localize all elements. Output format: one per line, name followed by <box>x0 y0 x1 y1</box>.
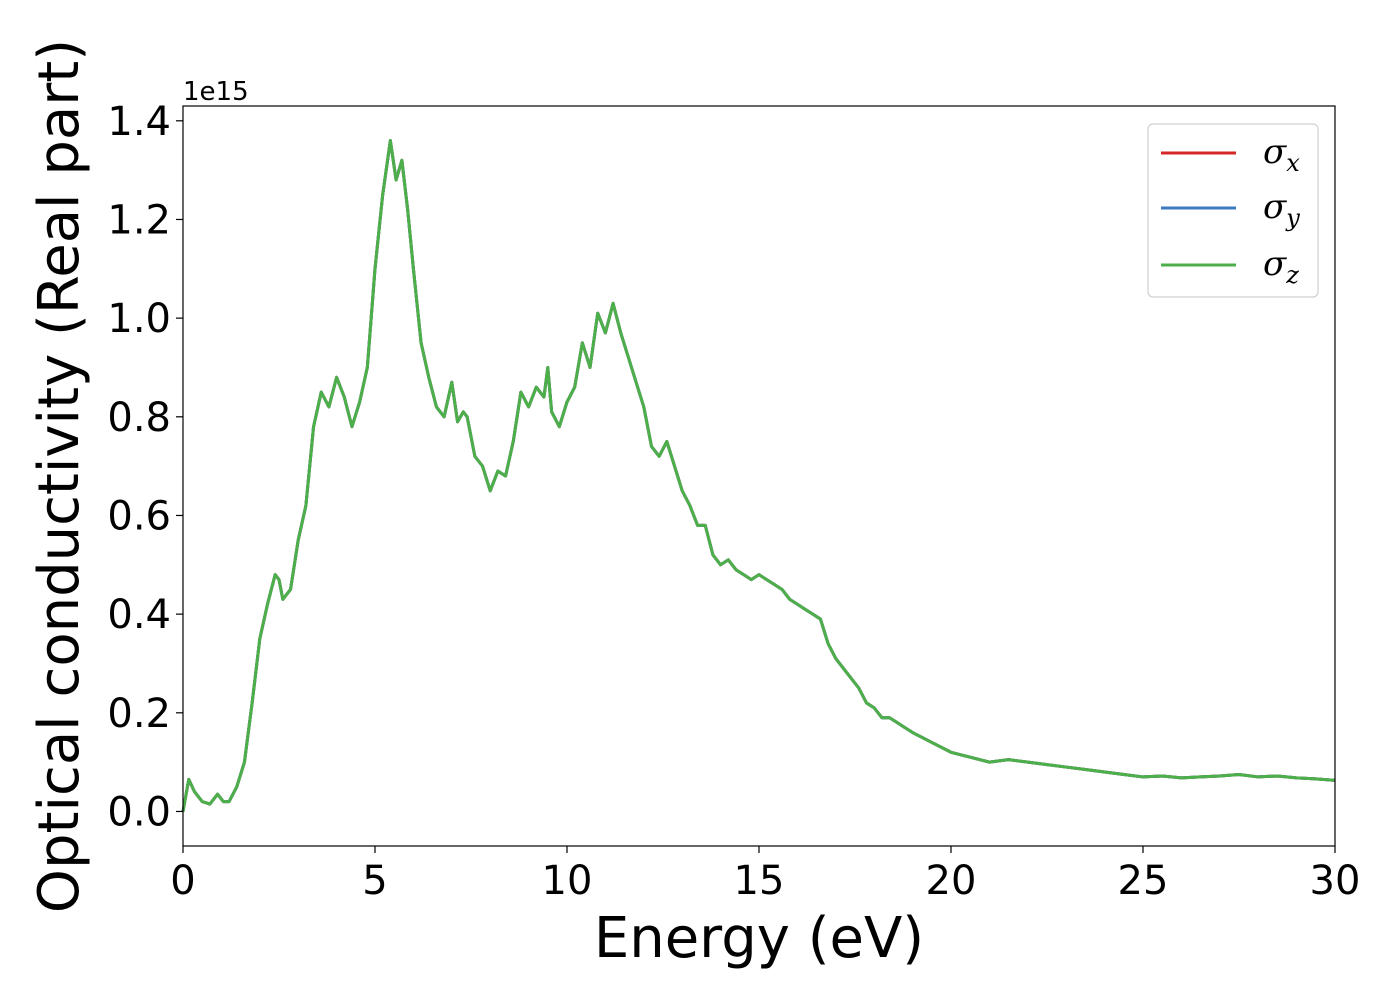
x-tick-label: 20 <box>926 858 977 904</box>
series-layer <box>181 139 1336 812</box>
legend-label-sigma-y: σy <box>1263 187 1300 232</box>
series-line-sigma-z <box>181 139 1336 812</box>
y-axis-label: Optical conductivity (Real part) <box>27 39 92 913</box>
y-tick-label: 1.2 <box>107 197 171 243</box>
y-tick-label: 1.0 <box>107 296 171 342</box>
x-tick-label: 30 <box>1310 858 1361 904</box>
x-tick-label: 5 <box>362 858 387 904</box>
x-tick-label: 15 <box>734 858 785 904</box>
x-axis: 0 5 10 15 20 25 30 <box>170 846 1360 904</box>
y-tick-label: 1.4 <box>107 99 171 145</box>
y-tick-label: 0.6 <box>107 493 171 539</box>
y-axis: 0.0 0.2 0.4 0.6 0.8 1.0 1.2 1.4 <box>107 99 183 835</box>
plot-area <box>183 106 1335 846</box>
x-tick-label: 25 <box>1118 858 1169 904</box>
legend-box <box>1147 123 1319 298</box>
x-tick-label: 10 <box>542 858 593 904</box>
x-axis-label: Energy (eV) <box>594 906 924 971</box>
y-tick-label: 0.0 <box>107 789 171 835</box>
y-offset-label: 1e15 <box>183 77 249 107</box>
x-tick-label: 0 <box>170 858 195 904</box>
y-tick-label: 0.2 <box>107 691 171 737</box>
y-tick-label: 0.4 <box>107 592 171 638</box>
y-tick-label: 0.8 <box>107 395 171 441</box>
